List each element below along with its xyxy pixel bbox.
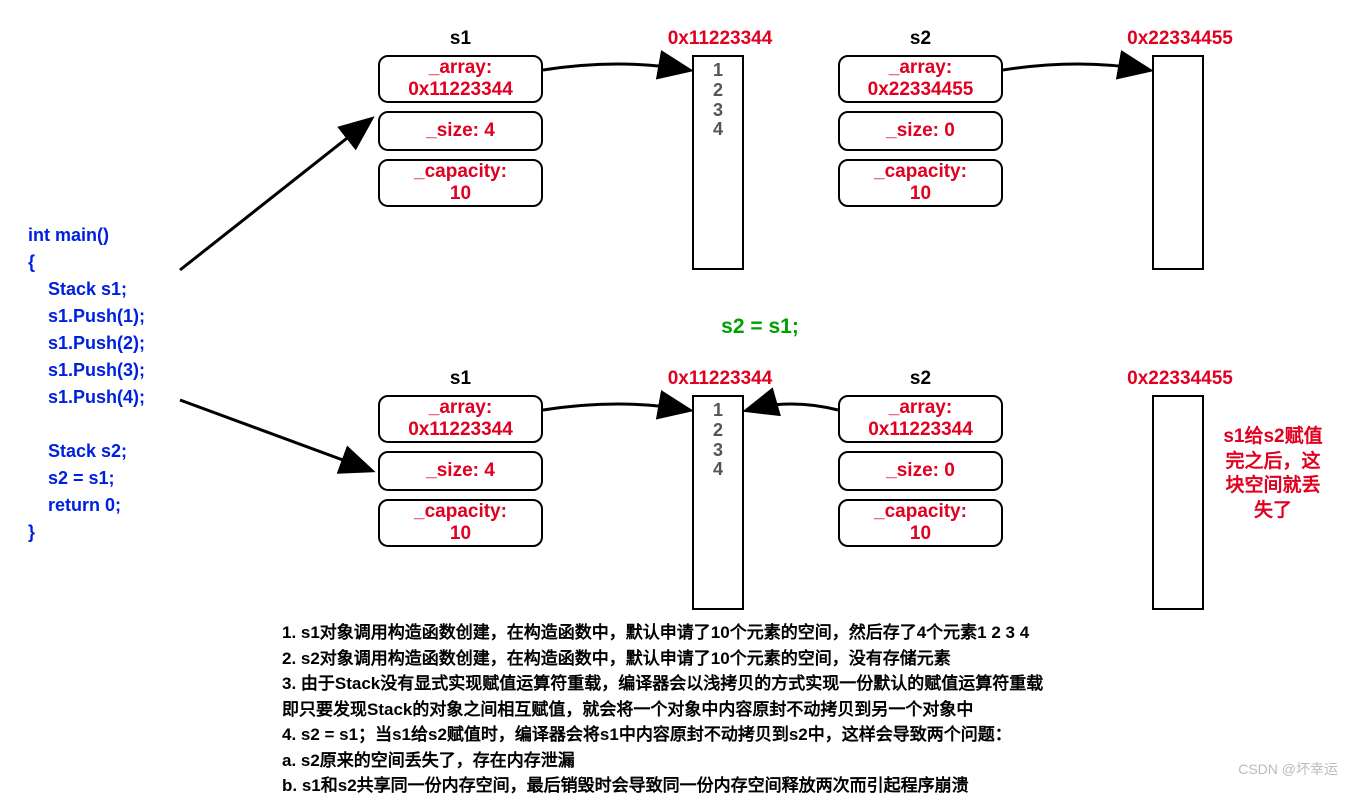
explanation: 1. s1对象调用构造函数创建，在构造函数中，默认申请了10个元素的空间，然后存… — [282, 620, 1043, 799]
assign-text: s2 = s1; — [700, 315, 820, 339]
s2-title-top: s2 — [838, 28, 1003, 50]
s1-cap-bot: _capacity:10 — [378, 499, 543, 547]
s2-mem-top — [1152, 55, 1204, 270]
s1-size-top: _size: 4 — [378, 111, 543, 151]
s2-cap-top: _capacity:10 — [838, 159, 1003, 207]
s2-cap-bot: _capacity:10 — [838, 499, 1003, 547]
s2-array-bot: _array:0x11223344 — [838, 395, 1003, 443]
s1-size-bot: _size: 4 — [378, 451, 543, 491]
s1-array-bot: _array:0x11223344 — [378, 395, 543, 443]
main-code: int main() { Stack s1; s1.Push(1); s1.Pu… — [28, 195, 145, 546]
s1-memaddr-bot: 0x11223344 — [650, 368, 790, 390]
s1-memaddr-top: 0x11223344 — [650, 28, 790, 50]
s1-mem-top: 1 2 3 4 — [692, 55, 744, 270]
s2-mem-bot — [1152, 395, 1204, 610]
s1-mem-bot: 1 2 3 4 — [692, 395, 744, 610]
s2-size-top: _size: 0 — [838, 111, 1003, 151]
watermark: CSDN @坏幸运 — [1238, 759, 1338, 779]
lost-note: s1给s2赋值完之后，这块空间就丢失了 — [1218, 425, 1328, 524]
s1-title-top: s1 — [378, 28, 543, 50]
s1-title-bot: s1 — [378, 368, 543, 390]
s2-array-top: _array:0x22334455 — [838, 55, 1003, 103]
s2-size-bot: _size: 0 — [838, 451, 1003, 491]
s1-cap-top: _capacity:10 — [378, 159, 543, 207]
s2-memaddr-top: 0x22334455 — [1110, 28, 1250, 50]
s2-memaddr-bot: 0x22334455 — [1110, 368, 1250, 390]
s2-title-bot: s2 — [838, 368, 1003, 390]
s1-array-top: _array:0x11223344 — [378, 55, 543, 103]
